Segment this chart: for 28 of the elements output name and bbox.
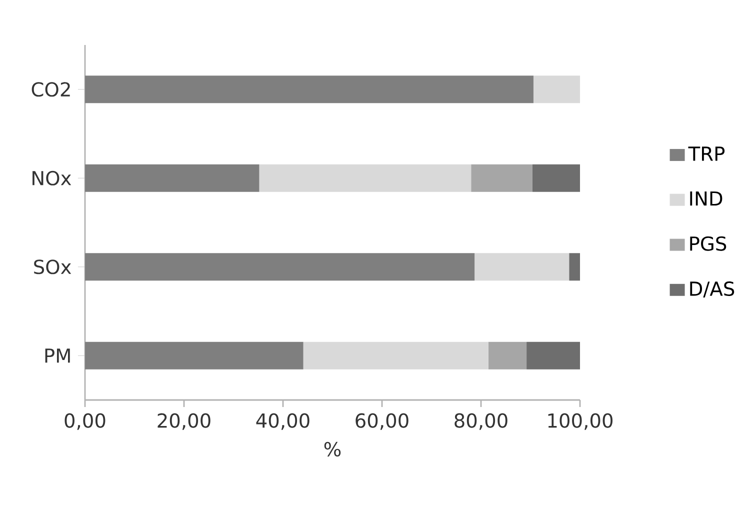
legend-label: D/AS: [690, 281, 734, 298]
bar: [84, 342, 304, 370]
x-tick-label: 80,00: [454, 413, 508, 430]
x-tick-label: 0,00: [64, 413, 106, 430]
bar: [569, 253, 580, 281]
bar: [84, 253, 475, 281]
bar: [533, 76, 580, 104]
bar: [488, 342, 527, 370]
y-tick-label: SOx: [34, 260, 72, 274]
bar: [526, 342, 580, 370]
legend-label: PGS: [690, 236, 726, 251]
x-tick-label: 40,00: [256, 413, 310, 430]
y-tick-label: NOx: [32, 170, 72, 186]
x-tick-label: 60,00: [356, 413, 408, 430]
bar: [84, 76, 534, 104]
x-tick-label: 100,00: [548, 413, 612, 430]
y-tick-label: PM: [45, 348, 70, 363]
y-tick-label: CO2: [32, 82, 70, 97]
bar: [471, 164, 532, 192]
bar: [474, 253, 570, 281]
legend-label: IND: [690, 191, 722, 206]
bar: [303, 342, 488, 370]
legend-label: TRP: [688, 146, 725, 161]
x-tick-label: 20,00: [158, 413, 210, 430]
bar: [532, 164, 580, 192]
bar: [259, 164, 472, 192]
bar: [84, 164, 260, 192]
x-axis-title: %: [324, 442, 341, 457]
